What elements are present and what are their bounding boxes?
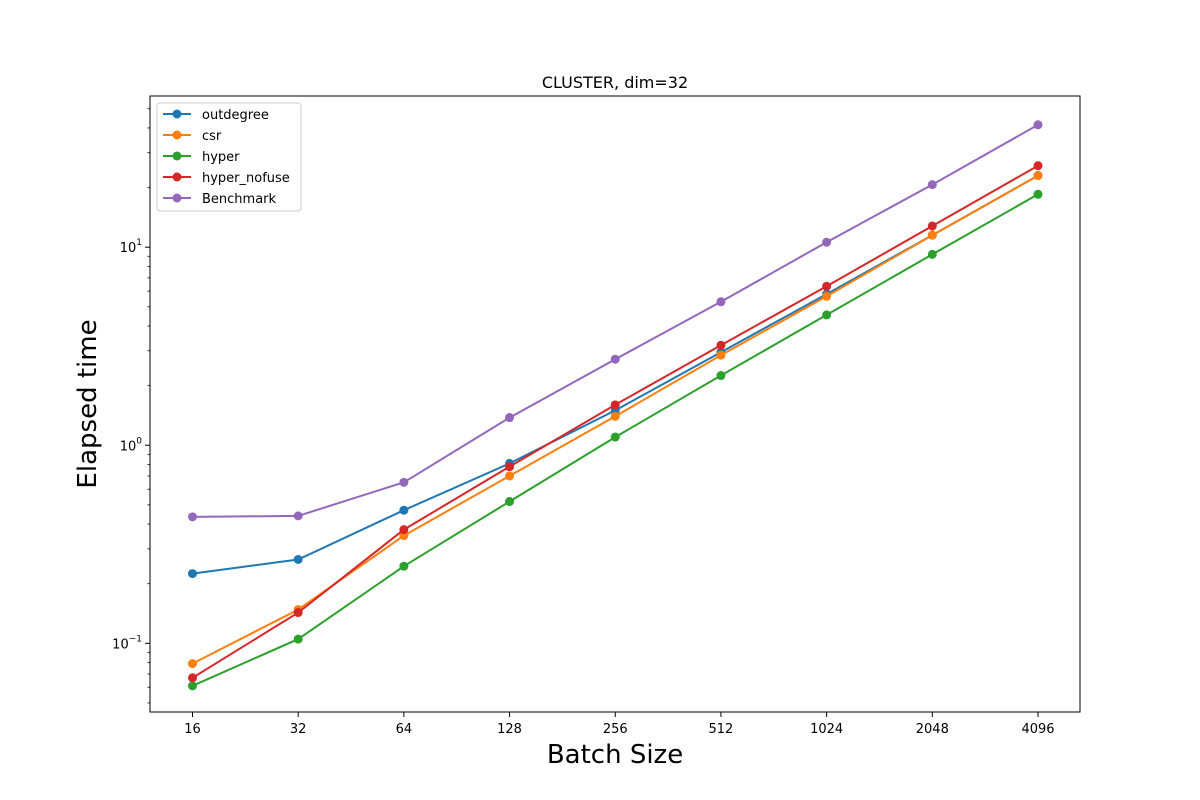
data-point-hyper_nofuse	[1033, 161, 1043, 171]
x-axis-title: Batch Size	[547, 740, 683, 770]
data-point-hyper	[399, 561, 409, 571]
data-point-hyper_nofuse	[716, 340, 726, 350]
data-point-outdegree	[399, 505, 409, 515]
data-point-Benchmark	[399, 477, 409, 487]
y-tick-exponent: 1	[136, 238, 142, 248]
data-point-outdegree	[293, 554, 303, 564]
data-point-Benchmark	[188, 512, 197, 522]
data-point-hyper_nofuse	[505, 462, 515, 472]
data-point-hyper	[188, 681, 197, 691]
data-point-hyper	[505, 497, 515, 507]
chart-title: CLUSTER, dim=32	[542, 73, 688, 92]
legend-label-Benchmark: Benchmark	[202, 192, 277, 207]
data-point-hyper_nofuse	[822, 281, 832, 291]
y-tick-label: 10−1	[112, 634, 142, 652]
series-layer	[188, 120, 1043, 691]
y-axis-title: Elapsed time	[73, 319, 103, 488]
y-tick-base: 10	[112, 637, 129, 652]
data-point-csr	[1033, 171, 1043, 181]
data-point-Benchmark	[927, 180, 937, 190]
legend-label-outdegree: outdegree	[202, 108, 269, 123]
data-point-hyper	[716, 371, 726, 381]
data-point-csr	[505, 471, 515, 481]
x-tick-label: 2048	[916, 722, 949, 737]
legend-marker-Benchmark	[172, 193, 182, 203]
data-point-csr	[716, 350, 726, 360]
data-point-hyper	[927, 249, 937, 259]
y-tick-base: 10	[120, 241, 137, 256]
x-tick-label: 64	[396, 722, 413, 737]
y-tick-label: 100	[120, 436, 143, 454]
legend-marker-hyper	[172, 151, 182, 161]
legend-label-hyper_nofuse: hyper_nofuse	[202, 171, 290, 186]
data-point-Benchmark	[716, 297, 726, 307]
data-point-Benchmark	[1033, 120, 1043, 130]
legend-box	[156, 102, 302, 212]
x-tick-label: 128	[497, 722, 522, 737]
data-point-hyper	[1033, 189, 1043, 199]
x-tick-label: 1024	[810, 722, 843, 737]
x-tick-label: 32	[290, 722, 307, 737]
data-point-hyper_nofuse	[610, 400, 620, 410]
data-point-hyper	[822, 310, 832, 320]
data-point-outdegree	[188, 569, 197, 579]
data-point-Benchmark	[293, 511, 303, 521]
data-point-csr	[610, 411, 620, 421]
data-point-hyper	[293, 634, 303, 644]
data-point-Benchmark	[505, 413, 515, 423]
data-point-hyper_nofuse	[399, 525, 409, 535]
y-tick-exponent: −1	[129, 634, 142, 644]
data-point-hyper	[610, 432, 620, 442]
x-axis: 16 32 64 128 256 512 1024 2048 4096	[184, 712, 1055, 737]
y-tick-base: 10	[120, 439, 137, 454]
data-point-Benchmark	[610, 354, 620, 364]
legend-marker-outdegree	[172, 109, 182, 119]
y-tick-label: 101	[120, 238, 142, 256]
data-point-csr	[927, 230, 937, 240]
data-point-hyper_nofuse	[927, 221, 937, 231]
x-tick-label: 16	[184, 722, 201, 737]
y-tick-exponent: 0	[136, 436, 142, 446]
data-point-csr	[822, 291, 832, 301]
legend-marker-csr	[172, 130, 182, 140]
x-tick-label: 256	[603, 722, 628, 737]
legend-label-csr: csr	[202, 129, 222, 144]
x-tick-label: 512	[709, 722, 734, 737]
x-tick-label: 4096	[1021, 722, 1054, 737]
legend-label-hyper: hyper	[202, 150, 240, 165]
data-point-csr	[188, 659, 197, 669]
data-point-hyper_nofuse	[293, 608, 303, 618]
legend-marker-hyper_nofuse	[172, 172, 182, 182]
legend: outdegree csr hyper hyper_nofuse Benchmark	[156, 102, 302, 212]
data-point-hyper_nofuse	[188, 673, 197, 683]
data-point-Benchmark	[822, 237, 832, 247]
